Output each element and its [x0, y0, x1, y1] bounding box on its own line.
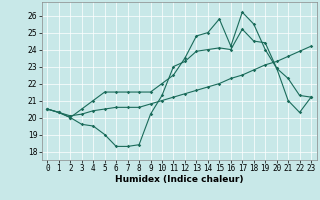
X-axis label: Humidex (Indice chaleur): Humidex (Indice chaleur): [115, 175, 244, 184]
